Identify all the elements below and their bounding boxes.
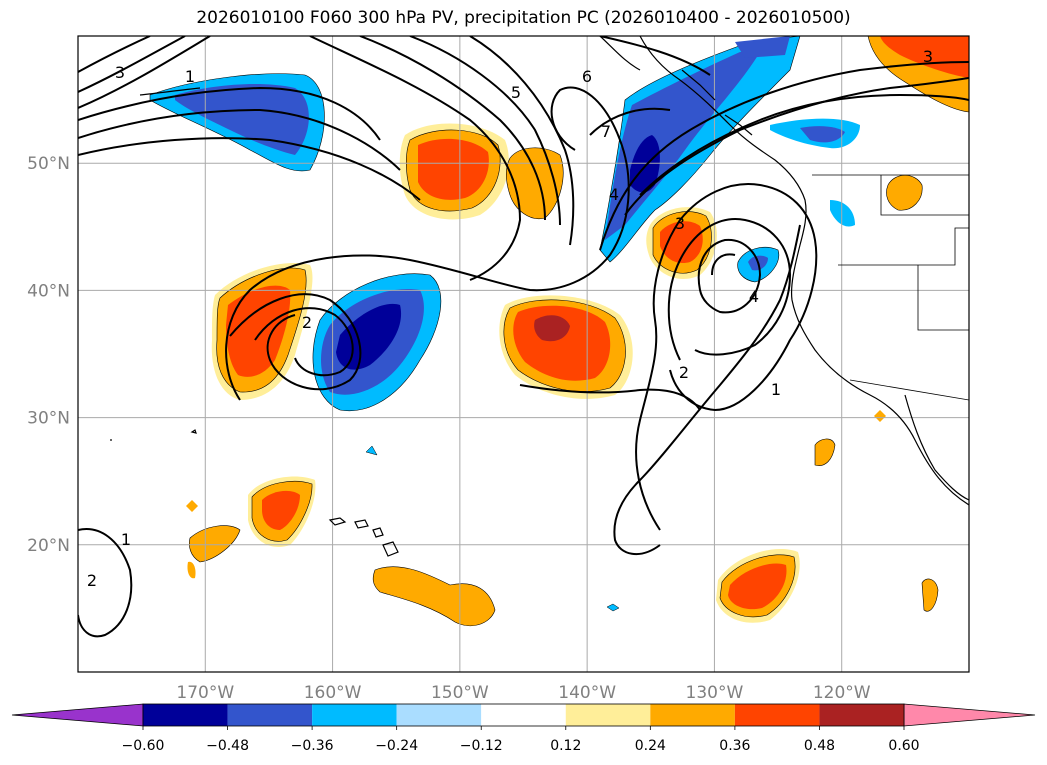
precip-blob-negative-dot xyxy=(365,445,378,456)
colorbar-tick-label: −0.24 xyxy=(375,738,418,754)
lat-tick-label: 50°N xyxy=(27,154,70,174)
colorbar-segment xyxy=(650,704,735,726)
lon-tick-label: 150°W xyxy=(431,683,489,703)
contour-label: 6 xyxy=(582,67,592,86)
contour-label: 2 xyxy=(87,571,97,590)
colorbar-tick-label: 0.24 xyxy=(635,738,666,754)
precip-blob-positive-southeast xyxy=(716,549,800,623)
colorbar-segment xyxy=(734,704,820,726)
precip-blob-positive-small xyxy=(921,578,939,612)
latitude-tick-labels: 20°N 30°N 40°N 50°N xyxy=(27,154,70,556)
contour-label: 2 xyxy=(679,363,689,382)
lon-tick-label: 160°W xyxy=(304,683,362,703)
precip-blob-positive-north xyxy=(399,123,564,220)
colorbar-tick-label: −0.12 xyxy=(460,738,503,754)
pv-contour-labels: 1 2 3 4 5 6 7 1 2 3 4 1 2 3 xyxy=(87,47,933,590)
precip-blob-negative-central xyxy=(312,273,442,412)
contour-label: 4 xyxy=(749,287,759,306)
precip-blob-positive-west xyxy=(211,263,313,400)
precip-blob-positive-small xyxy=(814,438,836,466)
precip-blob-negative-aleutian xyxy=(149,73,325,172)
colorbar-segment xyxy=(227,704,313,726)
longitude-tick-labels: 170°W 160°W 150°W 140°W 130°W 120°W xyxy=(176,683,870,703)
colorbar-segment xyxy=(396,704,482,726)
contour-label: 4 xyxy=(609,185,619,204)
contour-label: 1 xyxy=(771,380,781,399)
colorbar-segment xyxy=(481,704,566,726)
coastlines xyxy=(599,36,969,506)
colorbar-tick-label: −0.60 xyxy=(122,738,165,754)
precip-blob-positive-hawaii xyxy=(186,476,316,579)
grid-lines xyxy=(78,36,969,672)
precip-blob-negative-dot xyxy=(606,603,620,612)
colorbar-tick-label: −0.36 xyxy=(291,738,334,754)
colorbar-tick-label: 0.48 xyxy=(804,738,835,754)
lon-tick-label: 130°W xyxy=(686,683,744,703)
contour-label: 3 xyxy=(923,47,933,66)
lon-tick-label: 120°W xyxy=(813,683,871,703)
lat-tick-label: 40°N xyxy=(27,281,70,301)
lon-tick-label: 140°W xyxy=(558,683,616,703)
islands xyxy=(110,87,399,557)
colorbar-extend-high xyxy=(903,703,1036,727)
lon-tick-label: 170°W xyxy=(176,683,234,703)
colorbar-frame xyxy=(142,703,905,727)
contour-label: 2 xyxy=(302,313,312,332)
colorbar-segment xyxy=(819,704,904,726)
precip-blob-positive-south xyxy=(372,566,496,626)
colorbar-tick-label: −0.48 xyxy=(206,738,249,754)
colorbar-extend-low xyxy=(11,703,144,727)
colorbar-segment xyxy=(565,704,651,726)
colorbar-tick-label: 0.12 xyxy=(550,738,581,754)
chart-title: 2026010100 F060 300 hPa PV, precipitatio… xyxy=(196,8,851,28)
map-frame xyxy=(77,35,970,673)
precip-blob-positive-east xyxy=(646,207,717,279)
contour-label: 3 xyxy=(115,63,125,82)
contour-label: 1 xyxy=(185,67,195,86)
precip-blob-positive-central xyxy=(499,295,633,399)
contour-label: 5 xyxy=(511,83,521,102)
precip-blob-positive-northeast-core xyxy=(880,36,969,78)
pv-contour-lines xyxy=(78,36,969,638)
contour-label: 3 xyxy=(675,214,685,233)
colorbar-segment xyxy=(143,704,228,726)
political-borders xyxy=(812,174,969,401)
contour-label: 1 xyxy=(121,530,131,549)
colorbar-segment xyxy=(312,704,397,726)
precip-blob-positive-small xyxy=(874,410,886,422)
lat-tick-label: 30°N xyxy=(27,409,70,429)
contour-label: 7 xyxy=(601,122,611,141)
colorbar: −0.60 −0.48 −0.36 −0.24 −0.12 0.12 0.24 0.36 0.4… xyxy=(11,703,1036,754)
colorbar-tick-label: 0.36 xyxy=(719,738,750,754)
lat-tick-label: 20°N xyxy=(27,536,70,556)
colorbar-tick-label: 0.60 xyxy=(888,738,919,754)
